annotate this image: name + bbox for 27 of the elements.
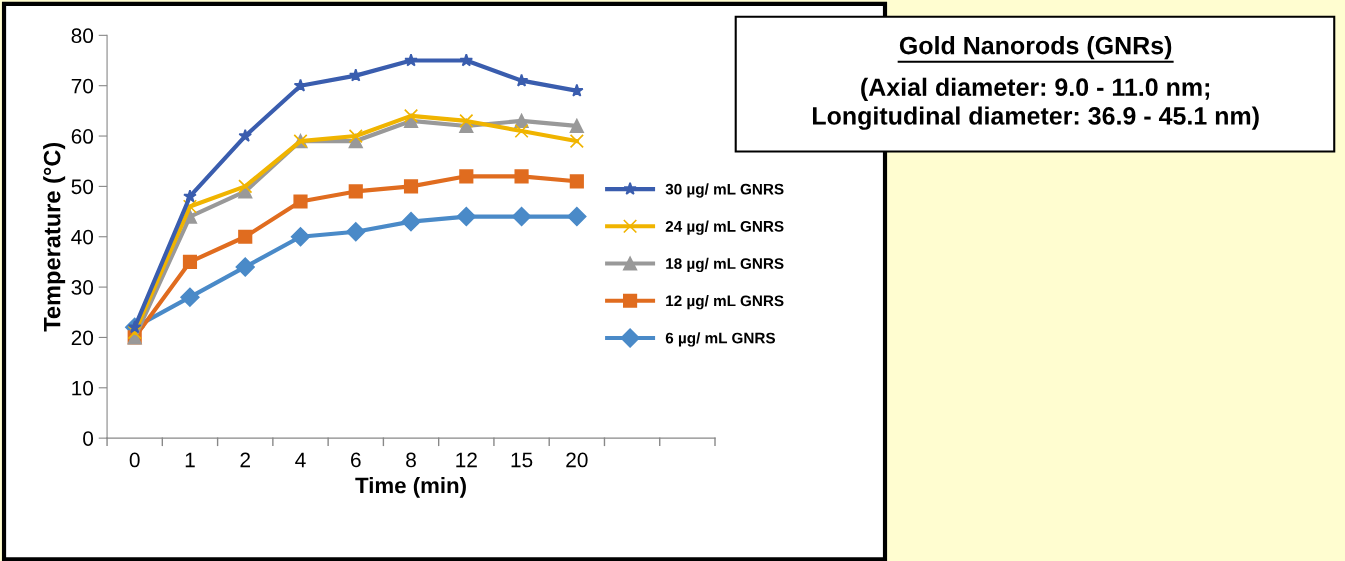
y-tick-label: 40 (71, 229, 94, 245)
x-tick-label: 0 (129, 452, 140, 468)
x-tick-label: 6 (351, 452, 361, 468)
y-tick-label: 80 (71, 28, 94, 44)
x-axis-title: Time (min) (355, 477, 466, 498)
y-tick-label: 70 (71, 78, 94, 94)
x-tick-label: 1 (185, 452, 195, 468)
y-tick-label: 50 (71, 179, 94, 195)
y-tick-label: 10 (72, 380, 94, 396)
legend-label: 12 µg/ mL GNRS (666, 295, 784, 310)
text: (Axial diameter: 9.0 - 11.0 nm; Longitudinal diameter: 36.9 - 45.1 nm) (812, 77, 1259, 130)
legend-label: 30 µg/ mL GNRS (665, 183, 784, 198)
y-tick-label: 60 (71, 129, 94, 144)
legend-label: 24 µg/ mL GNRS (665, 220, 784, 235)
legend-label: 18 µg/ mL GNRS (666, 257, 784, 273)
x-tick-label: 2 (240, 452, 250, 468)
legend-label: 6 µg/ mL GNRS (665, 332, 776, 347)
x-tick-label: 8 (406, 452, 416, 468)
x-tick-label: 20 (566, 452, 588, 468)
text: Gold Nanorods (GNRs) (899, 36, 1172, 60)
y-tick-label: 20 (71, 330, 94, 346)
x-tick-label: 12 (456, 452, 477, 468)
x-tick-label: 4 (295, 452, 306, 468)
y-tick-label: 30 (71, 280, 94, 295)
x-tick-label: 15 (511, 452, 533, 468)
y-axis-title: Temperature (°C) (43, 142, 66, 332)
y-tick-label: 0 (83, 431, 94, 446)
